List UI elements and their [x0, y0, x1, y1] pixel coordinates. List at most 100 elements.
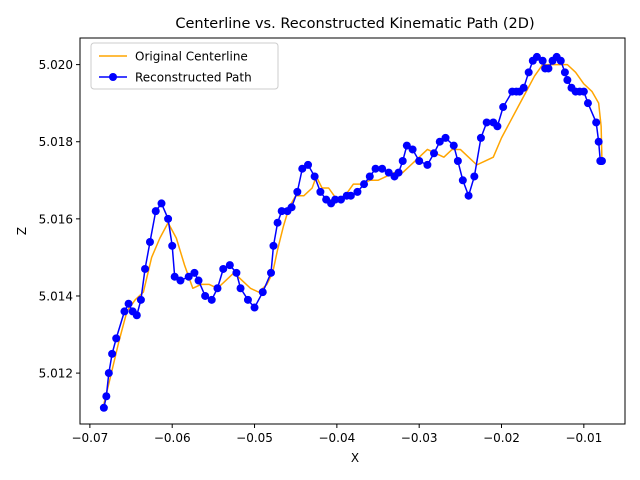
legend-label-0: Original Centerline [135, 50, 248, 64]
data-point [190, 268, 199, 277]
data-point [458, 176, 467, 185]
data-point [267, 268, 275, 277]
data-point [594, 137, 603, 146]
data-point [519, 83, 528, 92]
series-line-1 [103, 56, 602, 408]
data-point [453, 157, 462, 166]
data-point [371, 164, 380, 173]
data-point [120, 307, 129, 316]
x-tick-label: −0.01 [565, 431, 602, 445]
data-point [136, 295, 145, 304]
data-point [583, 99, 592, 108]
data-point [250, 303, 259, 312]
data-point [449, 141, 458, 150]
data-point [597, 157, 606, 166]
x-tick-label: −0.05 [236, 431, 273, 445]
data-point [556, 56, 565, 65]
legend-label-1: Reconstructed Path [135, 71, 252, 85]
data-point [441, 133, 450, 142]
x-tick-label: −0.06 [154, 431, 191, 445]
data-point [560, 68, 569, 77]
data-point [464, 191, 473, 200]
data-point [592, 118, 601, 127]
data-point [544, 64, 553, 73]
data-point [201, 291, 210, 300]
data-point [394, 168, 403, 177]
data-point [236, 284, 245, 293]
data-point [423, 160, 432, 169]
data-point [151, 207, 160, 216]
data-point [524, 68, 533, 77]
data-point [384, 168, 393, 177]
data-point [408, 145, 417, 154]
data-point [304, 160, 313, 169]
y-tick-label: 5.020 [39, 58, 73, 72]
data-point [207, 295, 216, 304]
data-point [99, 403, 108, 412]
chart-title: Centerline vs. Reconstructed Kinematic P… [175, 16, 534, 32]
data-point [336, 195, 345, 204]
data-point [398, 157, 407, 166]
data-point [157, 199, 166, 208]
plot-frame [79, 37, 626, 425]
data-point [579, 87, 588, 96]
data-point [184, 272, 193, 281]
data-point [287, 203, 296, 212]
data-point [499, 103, 508, 112]
plot-area [99, 52, 606, 412]
data-point [132, 311, 141, 320]
data-point [360, 180, 369, 189]
data-point [298, 164, 307, 173]
data-point [532, 52, 541, 61]
data-point [353, 187, 362, 196]
data-point [435, 137, 444, 146]
data-point [194, 276, 203, 285]
data-point [482, 118, 491, 127]
data-point [470, 172, 479, 181]
data-point [476, 133, 485, 142]
data-point [415, 157, 424, 166]
data-point [430, 149, 438, 158]
data-point [232, 268, 241, 277]
data-point [493, 122, 502, 131]
data-point [213, 284, 222, 293]
y-tick-label: 5.018 [39, 135, 73, 149]
data-point [378, 164, 387, 173]
data-point [243, 295, 252, 304]
legend: Original Centerline Reconstructed Path [90, 42, 279, 90]
data-point [170, 272, 179, 281]
x-axis-label: X [351, 451, 359, 465]
y-tick-label: 5.012 [39, 367, 73, 381]
data-point [145, 237, 154, 246]
data-point [141, 264, 150, 273]
series-line-0 [103, 63, 603, 405]
data-point [310, 172, 319, 181]
y-axis-label: Z [15, 227, 29, 235]
axes: −0.07 −0.06 −0.05 −0.04 −0.03 −0.02 −0.01 5.012… [39, 37, 626, 445]
data-point [225, 261, 234, 270]
data-point [316, 187, 325, 196]
x-tick-label: −0.03 [401, 431, 438, 445]
x-tick-label: −0.04 [318, 431, 355, 445]
data-point [219, 264, 228, 273]
legend-marker-1 [109, 73, 117, 81]
legend-box [90, 42, 279, 90]
data-point [164, 214, 173, 223]
x-tick-label: −0.07 [71, 431, 108, 445]
x-tick-label: −0.02 [483, 431, 520, 445]
data-point [402, 141, 411, 150]
data-point [176, 276, 185, 285]
data-point [258, 288, 267, 297]
data-point [273, 218, 282, 227]
data-point [365, 172, 374, 181]
data-point [563, 76, 572, 85]
data-point [112, 334, 121, 343]
data-point [124, 299, 133, 308]
y-tick-label: 5.016 [39, 212, 73, 226]
data-point [293, 187, 302, 196]
data-point [104, 369, 113, 378]
data-point [538, 56, 547, 65]
data-point [168, 241, 177, 250]
data-point [102, 392, 111, 401]
